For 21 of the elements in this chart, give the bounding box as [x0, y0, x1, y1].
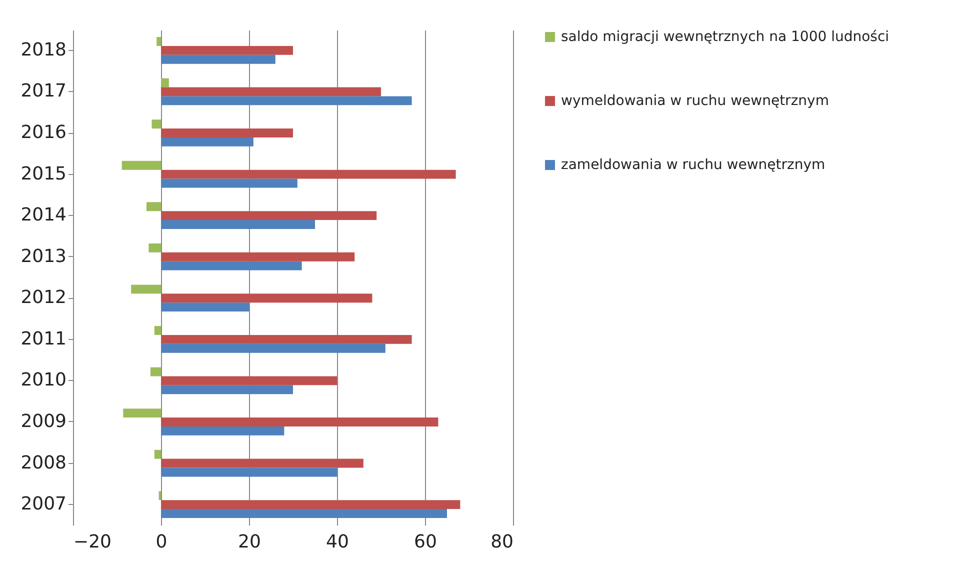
y-tick-label: 2012 — [20, 287, 66, 308]
x-tick-label: 60 — [414, 532, 437, 552]
legend-label: wymeldowania w ruchu wewnętrznym — [561, 93, 829, 109]
x-tick-label: 80 — [490, 532, 514, 552]
y-tick-label: 2015 — [20, 163, 66, 184]
y-tick-label: 2017 — [20, 80, 66, 102]
legend-label: saldo migracji wewnętrznych na 1000 ludności — [561, 29, 890, 45]
x-tick-label: 40 — [326, 532, 349, 552]
legend-label: zameldowania w ruchu wewnętrznym — [561, 157, 826, 173]
x-tick-label: 20 — [238, 532, 261, 552]
y-tick-label: 2007 — [20, 494, 66, 515]
y-tick-label: 2009 — [20, 410, 66, 432]
x-tick-label: −20 — [74, 532, 112, 552]
y-tick-label: 2014 — [20, 204, 66, 226]
y-tick-label: 2013 — [20, 246, 66, 267]
y-tick-label: 2010 — [20, 370, 66, 391]
y-tick-label: 2008 — [20, 452, 66, 474]
y-tick-label: 2018 — [20, 39, 66, 60]
y-tick-label: 2016 — [20, 122, 66, 144]
x-tick-label: 0 — [156, 532, 168, 552]
y-tick-label: 2011 — [20, 328, 66, 350]
